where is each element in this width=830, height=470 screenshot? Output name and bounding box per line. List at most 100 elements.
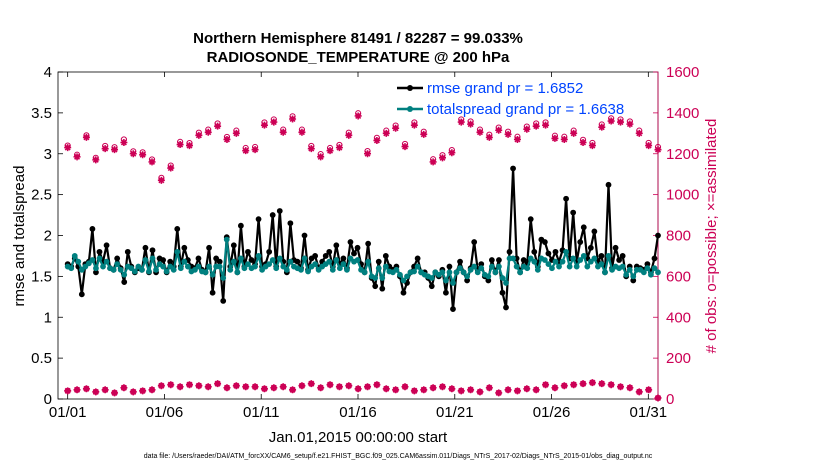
rmse-point <box>301 232 308 239</box>
rmse-point <box>312 253 319 259</box>
obs-assimilated-marker-low <box>176 383 184 391</box>
obs-assimilated-marker <box>64 144 72 152</box>
spread-point <box>110 266 117 273</box>
obs-assimilated-marker <box>373 136 381 144</box>
y-right-tick-label: 1200 <box>666 146 699 163</box>
spread-point <box>485 273 492 280</box>
spread-point <box>517 269 524 276</box>
rmse-point <box>287 220 294 227</box>
spread-point <box>496 263 502 270</box>
spread-point <box>103 258 110 265</box>
obs-assimilated-marker-low <box>129 388 137 396</box>
legend-label-rmse: rmse grand pr = 1.6852 <box>427 80 583 97</box>
obs-assimilated-marker-low <box>270 384 278 392</box>
rmse-point <box>563 195 569 202</box>
obs-assimilated-marker-low <box>467 386 475 394</box>
obs-assimilated-marker-low <box>607 381 615 389</box>
spread-point <box>365 258 372 265</box>
obs-assimilated-marker-low <box>364 383 372 391</box>
spread-point <box>545 261 552 268</box>
rmse-point <box>216 258 223 265</box>
spread-point <box>453 269 460 276</box>
spread-point <box>223 236 230 243</box>
x-tick-label: 01/31 <box>630 404 668 421</box>
obs-assimilated-marker <box>429 158 437 166</box>
obs-assimilated-marker <box>326 147 334 155</box>
obs-assimilated-marker-low <box>214 380 222 388</box>
obs-assimilated-marker-low <box>242 383 250 391</box>
obs-assimilated-marker-low <box>420 386 428 394</box>
obs-assimilated-marker <box>317 153 325 161</box>
obs-assimilated-marker-low <box>495 389 503 397</box>
spread-point <box>237 255 244 262</box>
rmse-point <box>333 242 340 249</box>
rmse-point <box>354 244 361 251</box>
spread-point <box>573 263 580 270</box>
obs-assimilated-marker <box>289 115 297 123</box>
obs-assimilated-marker-low <box>185 381 193 389</box>
rmse-point <box>375 258 382 265</box>
spread-point <box>602 269 608 276</box>
rmse-point <box>114 255 121 262</box>
spread-point <box>524 265 531 272</box>
spread-point <box>443 277 449 284</box>
spread-point <box>556 263 562 270</box>
obs-assimilated-marker <box>532 122 540 130</box>
rmse-point <box>248 257 255 263</box>
obs-assimilated-marker <box>101 145 109 153</box>
obs-assimilated-marker <box>476 128 484 136</box>
obs-assimilated-marker <box>495 126 503 134</box>
obs-assimilated-marker-low <box>354 385 362 393</box>
rmse-point <box>347 239 354 245</box>
obs-assimilated-marker <box>139 151 147 159</box>
spread-point <box>640 269 647 276</box>
spread-point <box>382 263 389 270</box>
spread-point <box>230 258 237 265</box>
spread-point <box>340 261 347 268</box>
spread-point <box>255 253 262 259</box>
y-right-tick-label: 400 <box>666 309 691 326</box>
obs-assimilated-marker <box>382 129 390 137</box>
spread-point <box>651 265 658 272</box>
obs-assimilated-marker-low <box>438 383 446 391</box>
rmse-point <box>181 244 188 251</box>
spread-point <box>457 265 463 272</box>
rmse-point <box>570 209 577 216</box>
rmse-point <box>255 216 262 223</box>
rmse-point <box>382 253 389 259</box>
rmse-point <box>428 283 435 290</box>
obs-assimilated-marker-low <box>504 386 512 394</box>
rmse-point <box>213 255 220 262</box>
obs-assimilated-marker-low <box>579 380 587 388</box>
spread-point <box>280 263 287 270</box>
obs-assimilated-marker-low <box>401 383 409 391</box>
obs-assimilated-marker <box>598 123 606 131</box>
obs-assimilated-marker-low <box>139 387 147 395</box>
rmse-point <box>545 250 552 257</box>
obs-assimilated-marker <box>504 130 512 138</box>
spread-point <box>153 266 159 273</box>
spread-point <box>446 269 453 276</box>
spread-point <box>68 265 75 272</box>
obs-assimilated-marker-low <box>223 384 231 392</box>
spread-point <box>121 271 128 278</box>
obs-assimilated-marker-low <box>448 385 456 393</box>
obs-assimilated-marker-low <box>345 382 353 390</box>
obs-assimilated-marker-low <box>195 382 203 390</box>
spread-point <box>195 263 202 270</box>
spread-point <box>202 269 209 276</box>
rmse-point <box>414 255 421 262</box>
spread-point <box>619 263 626 270</box>
obs-assimilated-marker <box>223 135 231 143</box>
spread-point <box>570 255 577 262</box>
spread-point <box>100 263 106 270</box>
obs-assimilated-marker-low <box>560 382 568 390</box>
spread-point <box>379 275 386 281</box>
obs-assimilated-marker <box>467 120 475 128</box>
spread-point <box>566 263 573 270</box>
y-axis-label-left: rmse and totalspread <box>11 166 28 307</box>
x-tick-label: 01/01 <box>49 404 87 421</box>
spread-point <box>273 265 280 272</box>
legend-marker-rmse <box>407 85 413 91</box>
spread-point <box>467 266 474 273</box>
